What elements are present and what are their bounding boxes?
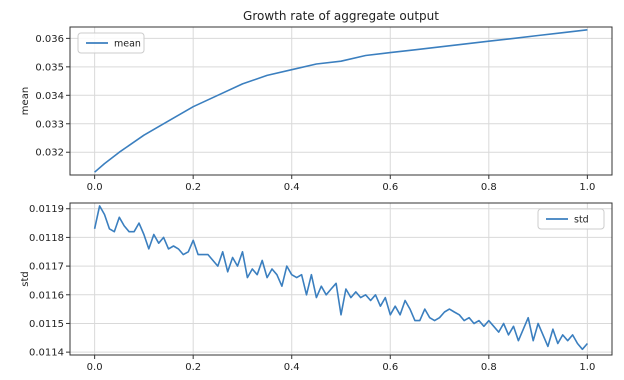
y-tick-label: 0.0114	[29, 348, 64, 359]
y-tick-label: 0.0116	[29, 290, 64, 301]
x-tick-label: 1.0	[579, 182, 595, 193]
x-tick-label: 1.0	[579, 362, 595, 373]
y-tick-label: 0.0118	[29, 233, 64, 244]
y-tick-label: 0.032	[35, 148, 64, 159]
x-tick-label: 0.8	[481, 182, 497, 193]
x-tick-label: 0.4	[284, 182, 300, 193]
axes-frame	[69, 202, 613, 356]
x-tick-label: 0.4	[284, 362, 300, 373]
legend-box	[77, 32, 145, 54]
legend-label: mean	[114, 39, 141, 50]
series-line-std	[93, 205, 589, 351]
y-tick-label: 0.035	[35, 62, 64, 73]
x-tick-label: 0.0	[87, 182, 103, 193]
x-tick-label: 0.2	[185, 182, 201, 193]
y-tick-label: 0.0115	[29, 319, 64, 330]
y-tick-label: 0.0117	[29, 262, 64, 273]
y-tick-label: 0.034	[35, 91, 64, 102]
y-tick-label: 0.033	[35, 119, 64, 130]
x-tick-label: 0.0	[87, 362, 103, 373]
x-tick-label: 0.2	[185, 362, 201, 373]
chart-title: Growth rate of aggregate output	[243, 9, 439, 23]
x-tick-label: 0.8	[481, 362, 497, 373]
series-line-mean	[94, 29, 588, 173]
y-axis-label: std	[20, 271, 31, 286]
legend-box	[537, 208, 605, 230]
axes-frame	[69, 26, 613, 176]
y-tick-label: 0.036	[35, 34, 64, 45]
y-tick-label: 0.0119	[29, 204, 64, 215]
x-tick-label: 0.6	[382, 362, 398, 373]
y-axis-label: mean	[20, 87, 31, 115]
legend-label: std	[574, 215, 589, 226]
x-tick-label: 0.6	[382, 182, 398, 193]
